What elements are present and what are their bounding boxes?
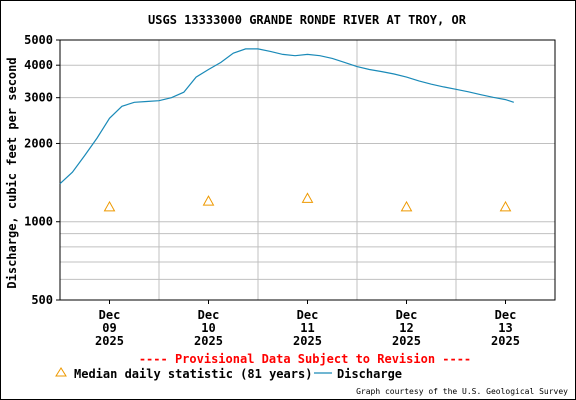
- x-tick-label: 2025: [392, 334, 421, 348]
- y-tick-label: 500: [31, 293, 53, 307]
- median-triangle-point: [499, 200, 512, 212]
- grid: [60, 39, 555, 301]
- y-tick-label: 4000: [24, 58, 53, 72]
- x-tick-label: 13: [498, 321, 512, 335]
- y-tick-label: 2000: [24, 136, 53, 150]
- median-triangle-point: [301, 192, 314, 203]
- legend: Median daily statistic (81 years) Discha…: [55, 367, 402, 381]
- y-axis-label: Discharge, cubic feet per second: [5, 57, 19, 288]
- y-tick-label: 5000: [24, 33, 53, 47]
- x-axis-ticks: Dec092025Dec102025Dec112025Dec122025Dec1…: [95, 300, 520, 348]
- chart-title: USGS 13333000 GRANDE RONDE RIVER AT TROY…: [148, 13, 467, 27]
- legend-discharge-label: Discharge: [337, 367, 402, 381]
- legend-median-triangle-icon: [55, 367, 67, 377]
- x-tick-label: Dec: [396, 308, 418, 322]
- y-tick-label: 1000: [24, 215, 53, 229]
- x-tick-label: 2025: [95, 334, 124, 348]
- x-tick-label: 09: [102, 321, 116, 335]
- x-tick-label: 2025: [491, 334, 520, 348]
- median-triangle-point: [202, 195, 215, 206]
- series: [59, 48, 514, 212]
- y-axis-ticks: 500 1000 2000 3000 4000 5000: [24, 33, 60, 307]
- x-tick-label: Dec: [297, 308, 319, 322]
- x-tick-label: 2025: [293, 334, 322, 348]
- x-tick-label: 10: [201, 321, 215, 335]
- legend-median-label: Median daily statistic (81 years): [74, 367, 312, 381]
- median-triangle-point: [400, 200, 413, 212]
- plot-area-border: [59, 39, 556, 301]
- provisional-notice: ---- Provisional Data Subject to Revisio…: [139, 352, 471, 366]
- x-tick-label: Dec: [99, 308, 121, 322]
- x-tick-label: 2025: [194, 334, 223, 348]
- x-tick-label: 11: [300, 321, 314, 335]
- x-tick-label: Dec: [198, 308, 220, 322]
- y-tick-label: 3000: [24, 91, 53, 105]
- x-tick-label: 12: [399, 321, 413, 335]
- discharge-line: [59, 48, 514, 185]
- median-triangle-point: [103, 200, 116, 212]
- usgs-credit: Graph courtesy of the U.S. Geological Su…: [356, 387, 568, 396]
- x-tick-label: Dec: [495, 308, 517, 322]
